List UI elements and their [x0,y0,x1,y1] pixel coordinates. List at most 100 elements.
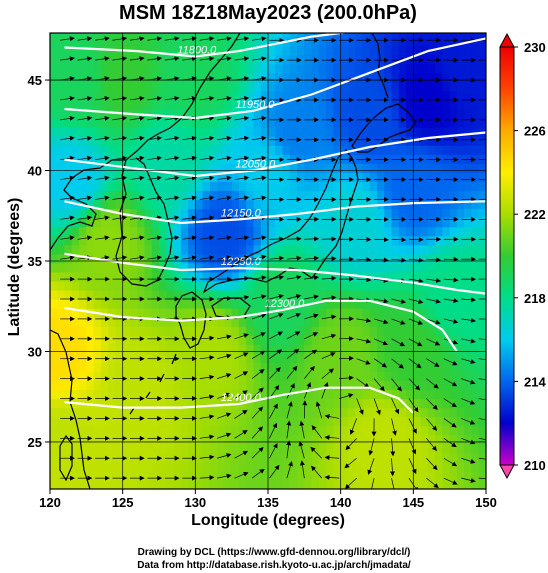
heat-cell [297,136,305,146]
heat-cell [268,208,276,219]
heat-cell [238,335,247,345]
heat-cell [347,90,356,101]
heat-cell [413,118,422,128]
heat-cell [333,308,342,318]
heat-cell [333,470,342,481]
heat-cell [333,33,342,38]
heat-cell [151,163,160,173]
heat-cell [275,326,284,336]
heat-cell [166,118,175,128]
heat-cell [71,45,80,56]
heat-cell [209,326,218,336]
heat-cell [100,398,109,409]
heat-cell [369,479,378,489]
heat-cell [231,443,240,454]
heat-cell [456,280,465,291]
heat-cell [384,235,393,246]
heat-cell [238,81,247,92]
wind-vector [199,155,215,161]
heat-cell [406,479,414,489]
heat-cell [64,36,73,47]
wind-vector [391,237,407,243]
heat-cell [86,335,95,345]
heat-cell [340,235,349,246]
heat-cell [333,208,342,219]
heat-cell [202,190,211,201]
heat-cell [115,118,124,128]
heat-cell [442,226,451,237]
heat-cell [362,353,371,363]
wind-vector [356,317,372,323]
heat-cell [144,81,153,92]
heat-cell [449,127,458,137]
heat-cell [282,479,291,489]
heat-cell [384,226,393,237]
wind-vector [199,454,215,460]
heat-cell [86,118,95,128]
heat-cell [442,172,451,182]
heat-cell [93,145,102,155]
heat-cell [304,63,313,74]
heat-cell [318,235,327,246]
heat-cell [122,181,131,192]
heat-cell [384,217,393,228]
heat-cell [173,398,182,409]
heat-cell [398,109,407,119]
heat-cell [71,172,80,182]
heat-cell [398,470,407,481]
heat-cell [86,127,95,137]
heat-cell [238,353,247,363]
heat-cell [93,353,102,363]
contour-label: 12150.0 [221,207,262,219]
heat-cell [384,244,393,255]
heat-cell [144,416,153,427]
wind-vector [408,338,423,347]
heat-cell [398,90,407,101]
heat-cell [79,326,87,336]
heat-cell [202,407,211,418]
heat-cell [180,362,189,372]
wind-vector [339,393,354,399]
wind-vector [349,418,357,435]
heat-cell [456,425,465,436]
heat-cell [347,271,356,282]
heat-cell [188,190,196,201]
heat-cell [304,470,313,481]
heat-cell [115,235,124,246]
heat-cell [224,317,233,327]
wind-vector [298,441,305,459]
heat-cell [464,326,473,336]
x-tick-label: 130 [184,495,206,510]
heat-cell [406,72,414,83]
heat-cell [442,380,451,391]
heat-cell [398,461,407,472]
heat-cell [209,63,218,74]
heat-cell [355,163,364,173]
wind-vector [199,195,215,201]
heat-cell [384,172,393,182]
heat-cell [209,81,218,92]
heat-cell [268,190,276,201]
heat-cell [282,353,291,363]
heat-cell [159,344,167,354]
wind-vector [60,56,75,62]
heat-cell [340,479,349,489]
heat-cell [79,127,87,137]
heat-cell [478,181,486,192]
heat-cell [420,154,429,164]
heat-cell [275,362,284,372]
wind-vector [112,135,128,141]
wind-vector [443,438,457,448]
heat-cell [398,181,407,192]
heat-cell [79,353,87,363]
heat-cell [282,262,291,273]
heat-cell [50,226,58,237]
heat-cell [435,398,443,409]
heat-cell [326,344,334,354]
heat-cell [122,362,131,372]
heat-cell [282,335,291,345]
heat-cell [427,63,436,74]
heat-cell [86,208,95,219]
heat-cell [144,127,153,137]
wind-vector [408,418,417,434]
